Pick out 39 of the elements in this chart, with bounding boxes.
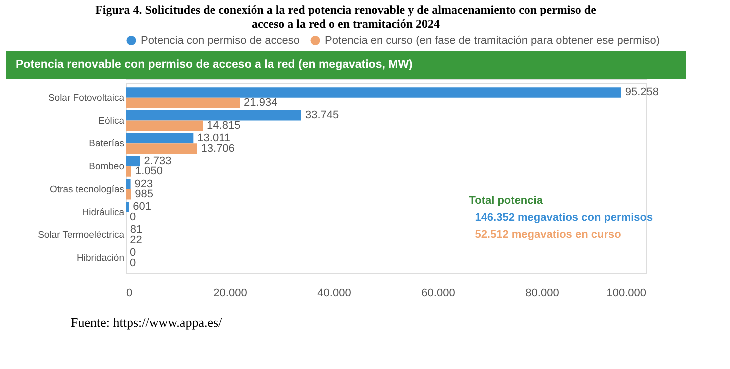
data-label: 14.815 bbox=[207, 120, 241, 132]
data-label: 601 bbox=[133, 201, 152, 214]
data-label: 0 bbox=[130, 211, 136, 224]
data-label: 1.050 bbox=[135, 166, 163, 178]
y-tick-label: Otras tecnologías bbox=[50, 184, 125, 196]
y-tick-label: Hibridación bbox=[76, 253, 124, 264]
y-tick-label: Hidráulica bbox=[82, 207, 126, 218]
source-note: Fuente: https://www.appa.es/ bbox=[71, 315, 223, 330]
x-tick-label: 20.000 bbox=[214, 288, 248, 300]
x-tick-label: 80.000 bbox=[526, 288, 560, 300]
data-label: 985 bbox=[135, 188, 154, 201]
y-tick-label: Eólica bbox=[98, 116, 126, 127]
annotation: Total potencia bbox=[469, 194, 544, 207]
data-label: 923 bbox=[134, 178, 154, 190]
x-tick-label: 60.000 bbox=[422, 288, 456, 300]
data-label: 22 bbox=[130, 234, 142, 246]
legend-label: Potencia con permiso de acceso bbox=[141, 34, 300, 47]
x-tick-label: 100.000 bbox=[606, 288, 646, 300]
data-label: 33.745 bbox=[305, 110, 340, 122]
y-tick-label: Solar Termoeléctrica bbox=[38, 230, 126, 242]
data-label: 13.011 bbox=[198, 132, 230, 145]
legend-label: Potencia en curso (en fase de tramitación para obtener ese permiso) bbox=[325, 34, 660, 47]
annotation: 52.512 megavatios en curso bbox=[475, 228, 622, 241]
data-label: 2.733 bbox=[144, 155, 172, 168]
data-label: 0 bbox=[130, 246, 136, 259]
data-label: 21.934 bbox=[244, 97, 278, 110]
text: acceso a la red o en tramitación 2024 bbox=[252, 17, 440, 31]
y-tick-label: Solar Fotovoltaica bbox=[48, 92, 126, 104]
y-tick-label: Bombeo bbox=[89, 162, 124, 173]
data-label: 13.706 bbox=[201, 142, 235, 155]
data-label: 0 bbox=[130, 257, 136, 270]
data-label: 81 bbox=[130, 224, 143, 236]
x-tick-label: 0 bbox=[126, 288, 133, 300]
y-tick-label: Baterías bbox=[89, 138, 125, 150]
chart-subtitle: Potencia renovable con permiso de acceso a la red (en megavatios, MW) bbox=[16, 59, 414, 71]
annotation: 146.352 megavatios con permisos bbox=[475, 212, 654, 224]
x-tick-label: 40.000 bbox=[318, 288, 352, 300]
text: Figura 4. Solicitudes de conexión a la red potencia renovable y de almacenamiento con permiso de bbox=[96, 3, 596, 17]
data-label: 95.258 bbox=[625, 86, 659, 99]
